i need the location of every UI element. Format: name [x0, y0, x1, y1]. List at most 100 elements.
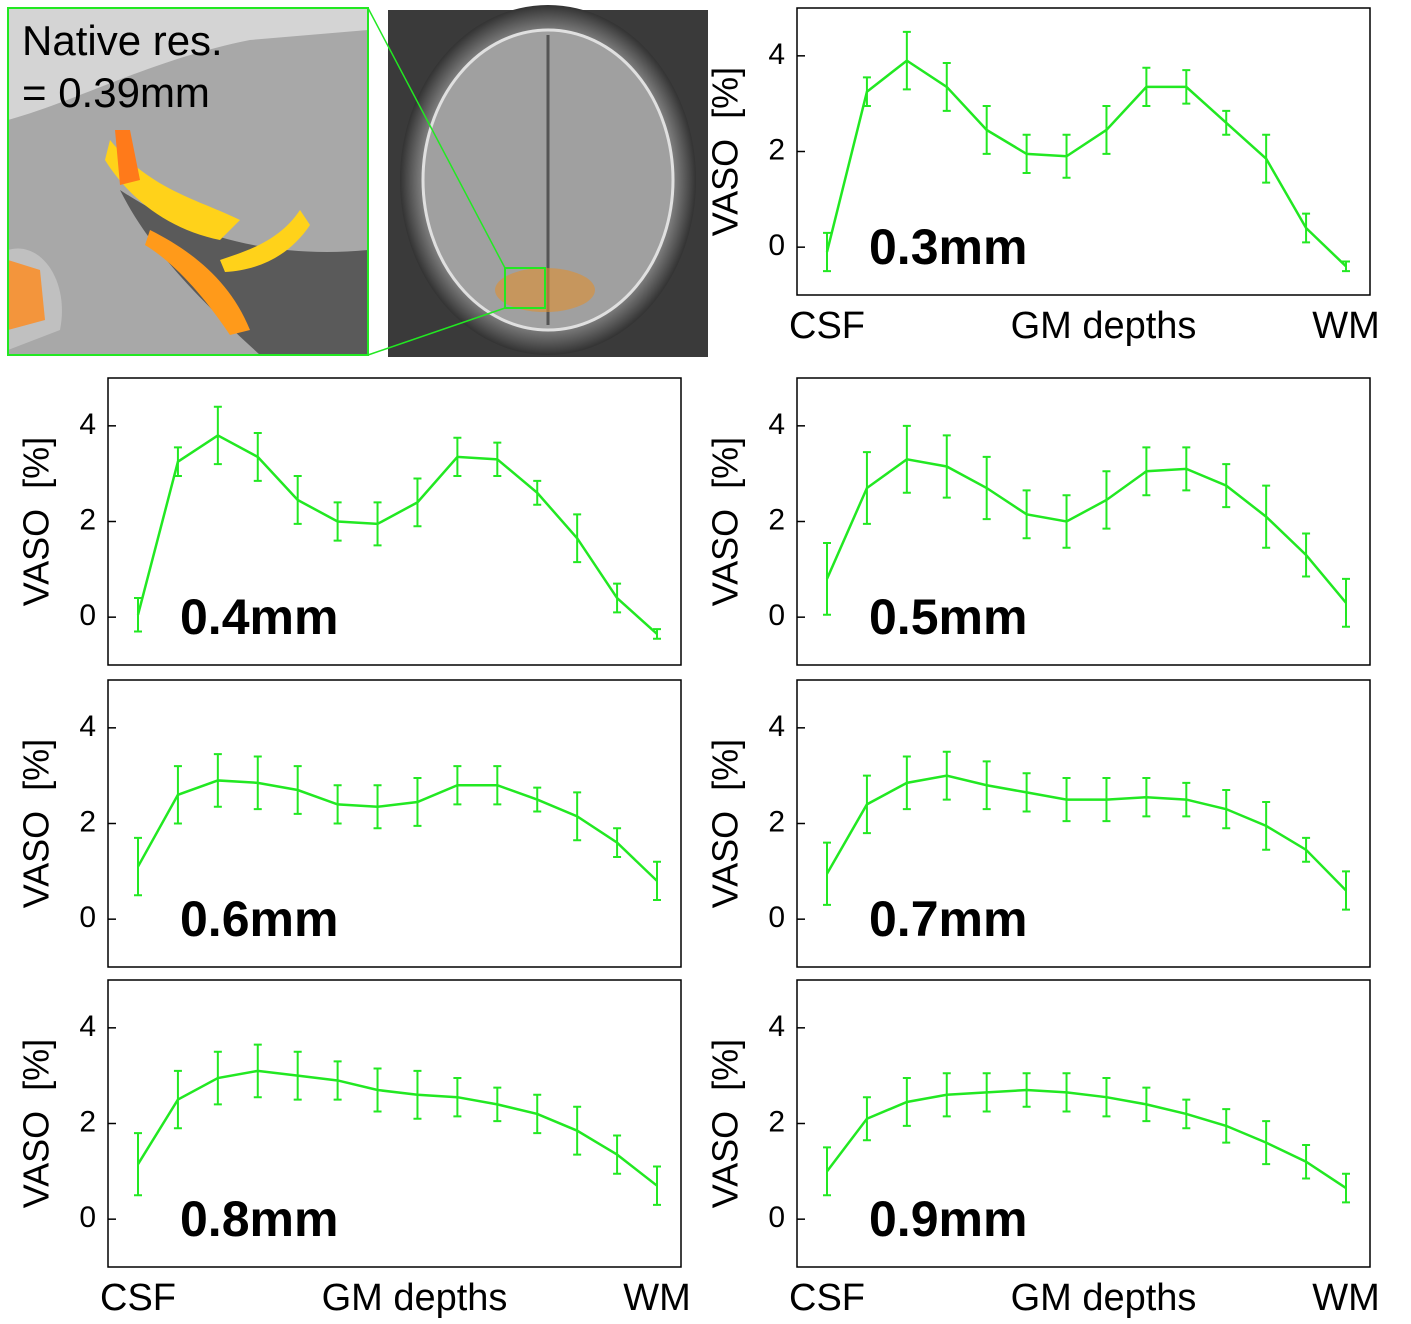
error-bar — [902, 755, 911, 811]
error-bar — [213, 405, 222, 466]
y-tick-label: 4 — [768, 408, 785, 441]
error-bar — [1342, 260, 1350, 273]
y-tick-label: 2 — [79, 503, 96, 536]
y-tick-label: 2 — [768, 503, 785, 536]
error-bar — [373, 501, 382, 547]
y-tick-label: 0 — [79, 901, 96, 934]
error-bar — [573, 1105, 582, 1156]
error-bar — [1062, 777, 1071, 823]
error-bar — [982, 455, 991, 521]
error-bar — [1342, 870, 1350, 911]
y-tick-label: 2 — [79, 805, 96, 838]
y-tick-label: 0 — [768, 599, 785, 632]
error-bar — [942, 62, 951, 112]
x-axis-label: WM — [1312, 305, 1380, 347]
y-tick-label: 4 — [768, 1010, 785, 1043]
y-tick-label: 4 — [79, 1010, 96, 1043]
error-bar — [533, 479, 542, 506]
error-bar — [453, 1077, 462, 1118]
data-line — [136, 779, 658, 882]
error-bar — [823, 1146, 831, 1197]
x-axis-label: CSF — [789, 305, 865, 347]
error-bar — [653, 628, 661, 640]
panel-annotation: 0.6mm — [180, 891, 338, 947]
error-bar — [1222, 109, 1231, 136]
error-bar — [453, 765, 462, 806]
error-bar — [493, 441, 502, 478]
panel: 0 2 4 VASO [%] 0.5mm — [705, 377, 1371, 666]
x-axis-label: CSF — [100, 1277, 176, 1319]
error-bar — [1142, 1086, 1151, 1123]
error-bar — [1182, 1098, 1191, 1130]
x-axis-label: GM depths — [1011, 1277, 1197, 1319]
y-tick-label: 2 — [768, 805, 785, 838]
error-bar — [1022, 772, 1031, 813]
error-bar — [982, 760, 991, 811]
data-line — [825, 774, 1347, 892]
error-bar — [293, 1050, 302, 1101]
panel-annotation: 0.5mm — [869, 589, 1027, 645]
error-bar — [942, 434, 951, 499]
error-bar — [823, 231, 831, 273]
panel-annotation: 0.8mm — [180, 1191, 338, 1247]
error-bar — [1102, 777, 1111, 823]
error-bar — [1102, 105, 1111, 155]
error-bar — [862, 76, 871, 108]
error-bar — [1062, 494, 1071, 549]
error-bar — [1222, 1108, 1231, 1144]
y-axis-label: VASO [%] — [705, 67, 746, 236]
error-bar — [373, 784, 382, 830]
error-bar — [1022, 1072, 1031, 1108]
error-bar — [653, 1165, 661, 1206]
error-bar — [1142, 777, 1151, 818]
y-tick-label: 4 — [79, 408, 96, 441]
data-line — [136, 433, 658, 635]
panel-annotation: 0.3mm — [869, 219, 1027, 275]
error-bar — [493, 765, 502, 806]
error-bar — [213, 753, 222, 808]
error-bar — [1342, 577, 1350, 628]
error-bar — [293, 475, 302, 525]
error-bar — [493, 1086, 502, 1123]
error-bar — [1302, 836, 1311, 863]
error-bar — [982, 105, 991, 155]
error-bar — [1182, 446, 1191, 492]
error-bar — [573, 513, 582, 564]
y-tick-label: 4 — [79, 710, 96, 743]
panel: 0 2 4 VASO [%] 0.7mm — [705, 679, 1371, 968]
x-axis-label: GM depths — [1011, 305, 1197, 347]
error-bar — [862, 451, 871, 525]
error-bar — [213, 1050, 222, 1106]
error-bar — [134, 1132, 142, 1197]
error-bar — [333, 784, 342, 825]
error-bar — [173, 765, 182, 825]
data-line — [825, 59, 1347, 268]
error-bar — [1342, 1172, 1350, 1204]
y-axis-label: VASO [%] — [16, 739, 57, 908]
data-line — [136, 1069, 658, 1187]
error-bar — [373, 1067, 382, 1113]
error-bar — [1182, 781, 1191, 818]
error-bar — [253, 432, 262, 482]
error-bar — [613, 827, 622, 858]
y-tick-label: 0 — [768, 229, 785, 262]
inset-caption: Native res. — [22, 17, 223, 64]
error-bar — [1142, 66, 1151, 108]
error-bar — [253, 755, 262, 811]
y-axis-label: VASO [%] — [16, 437, 57, 606]
error-bar — [942, 1072, 951, 1118]
error-bar — [333, 1060, 342, 1101]
error-bar — [533, 1093, 542, 1135]
error-bar — [413, 1069, 422, 1120]
y-axis-label: VASO [%] — [705, 1039, 746, 1208]
brain-image — [367, 5, 708, 357]
error-bar — [823, 542, 831, 616]
error-bar — [902, 1077, 911, 1127]
inset-image: Native res. = 0.39mm — [7, 7, 369, 356]
error-bar — [573, 791, 582, 842]
error-bar — [1142, 446, 1151, 497]
